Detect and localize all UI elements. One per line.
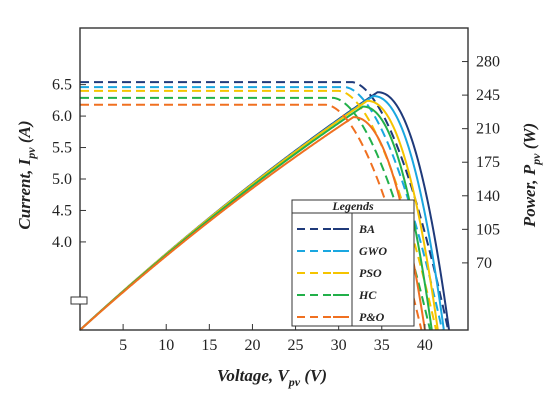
legend-label: PSO xyxy=(359,266,382,280)
legend-label: HC xyxy=(358,288,377,302)
y-right-tick-label: 280 xyxy=(476,54,500,71)
legend: Legends BA GWO PSO HC P&O xyxy=(291,199,415,327)
legend-box xyxy=(291,199,415,327)
x-tick-label: 5 xyxy=(119,337,127,354)
y-right-tick-label: 245 xyxy=(476,87,500,104)
x-tick-label: 10 xyxy=(158,337,174,354)
y-left-tick-label: 4.0 xyxy=(52,234,72,251)
iv-curve-pso xyxy=(80,89,438,331)
x-tick-label: 40 xyxy=(417,337,433,354)
y-left-tick-label: 4.5 xyxy=(52,202,72,219)
x-tick-label: 35 xyxy=(374,337,390,354)
y-left-axis-title: Current, Ipv (A) xyxy=(15,120,38,229)
x-tick-label: 30 xyxy=(331,337,347,354)
legend-title: Legends xyxy=(331,199,374,213)
y-right-tick-label: 210 xyxy=(476,121,500,138)
iv-curve-ba xyxy=(80,81,450,331)
y-right-tick-label: 105 xyxy=(476,221,500,238)
left-axis-marker xyxy=(70,296,88,305)
y-right-tick-label: 175 xyxy=(476,154,500,171)
legend-entries: BA GWO PSO HC P&O xyxy=(297,222,387,324)
series-layer xyxy=(79,81,451,331)
y-left-tick-label: 5.5 xyxy=(52,140,72,157)
x-tick-label: 25 xyxy=(288,337,304,354)
iv-curve-pando xyxy=(80,103,423,331)
pv-curve-pando xyxy=(79,116,426,331)
iv-curve-hc xyxy=(80,96,432,331)
ticks-layer: 5 10 15 20 25 30 35 40 4.0 4.5 5.0 5.5 6.0 6.5 70 105 14… xyxy=(52,54,500,354)
y-left-tick-label: 6.0 xyxy=(52,108,72,125)
legend-label: P&O xyxy=(359,310,385,324)
x-axis-title: Voltage, Vpv (V) xyxy=(217,366,327,389)
y-right-tick-label: 140 xyxy=(476,188,500,205)
y-left-tick-label: 5.0 xyxy=(52,171,72,188)
y-right-axis-title: Power, Ppv (W) xyxy=(520,123,543,228)
y-right-tick-label: 70 xyxy=(476,255,492,272)
legend-label: BA xyxy=(358,222,375,236)
legend-label: GWO xyxy=(359,244,387,258)
y-left-tick-label: 6.5 xyxy=(52,77,72,94)
iv-curve-gwo xyxy=(80,86,444,331)
x-tick-label: 20 xyxy=(244,337,260,354)
x-tick-label: 15 xyxy=(201,337,217,354)
